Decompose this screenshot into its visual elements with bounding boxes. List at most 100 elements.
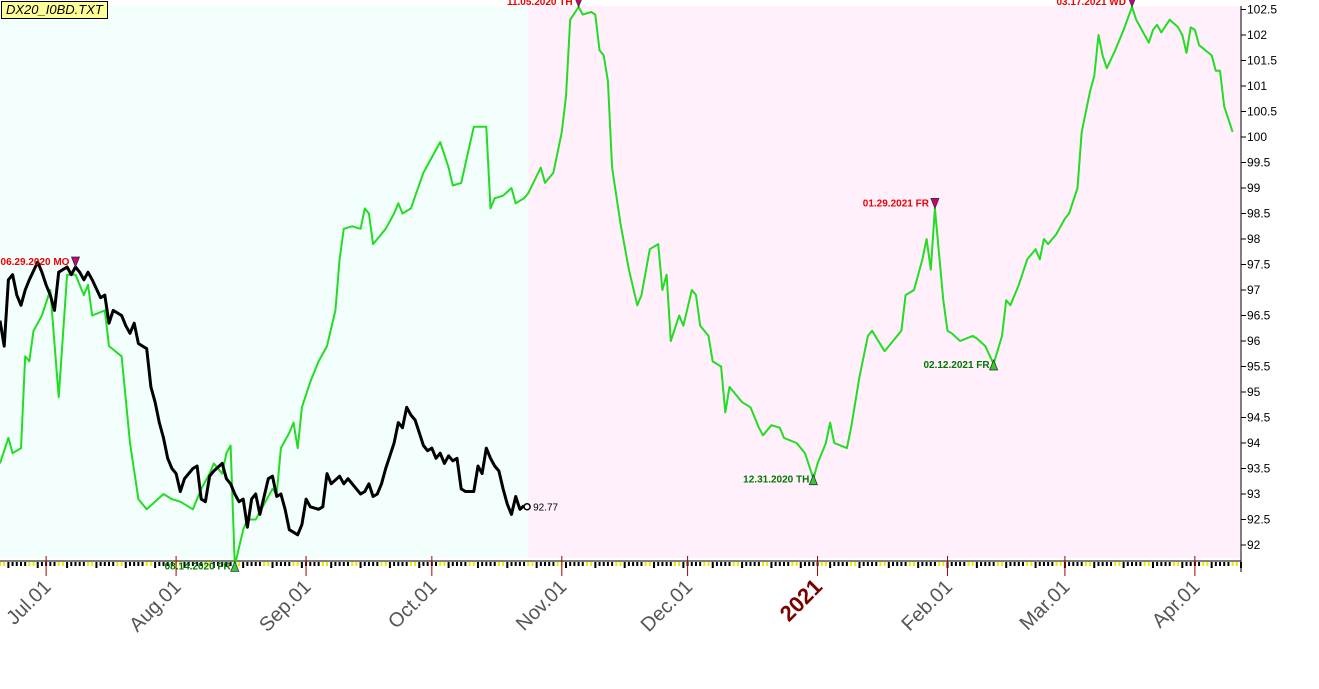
- x-minor-tick: [1013, 562, 1016, 566]
- x-minor-tick: [439, 562, 442, 566]
- x-minor-tick: [678, 562, 681, 566]
- x-minor-tick: [1084, 562, 1087, 566]
- x-minor-tick: [925, 562, 928, 566]
- x-minor-tick: [1156, 562, 1159, 566]
- x-minor-tick: [950, 562, 953, 566]
- x-minor-tick: [217, 562, 220, 566]
- x-minor-tick: [623, 562, 626, 568]
- x-minor-tick: [850, 562, 853, 566]
- x-minor-tick: [988, 562, 991, 566]
- x-minor-tick: [707, 562, 710, 566]
- x-minor-tick: [1076, 562, 1079, 566]
- x-minor-tick: [237, 562, 240, 566]
- x-minor-tick: [820, 562, 823, 566]
- x-minor-tick: [611, 562, 614, 566]
- x-minor-tick: [57, 562, 60, 566]
- x-minor-tick: [53, 562, 56, 566]
- x-minor-tick: [28, 562, 31, 566]
- x-minor-tick: [422, 562, 425, 566]
- x-minor-tick: [468, 562, 471, 566]
- y-tick-label: 92: [1247, 538, 1261, 552]
- x-minor-tick: [170, 562, 173, 566]
- x-minor-tick: [250, 562, 253, 566]
- x-minor-tick: [1130, 562, 1133, 566]
- x-minor-tick: [1105, 562, 1108, 566]
- x-minor-tick: [896, 562, 899, 566]
- x-tick-label: Nov.01: [512, 576, 571, 635]
- x-minor-tick: [967, 562, 970, 566]
- x-minor-tick: [87, 562, 90, 566]
- x-minor-tick: [187, 562, 190, 566]
- x-minor-tick: [388, 562, 391, 568]
- annotation-layer: 06.29.2020 MO 08.14.2020 FR 11.05.2020 TH 1…: [1, 0, 1136, 572]
- x-minor-tick: [24, 562, 27, 566]
- x-minor-tick: [1164, 562, 1167, 566]
- background-layer: [0, 6, 1241, 558]
- x-minor-tick: [292, 562, 295, 566]
- x-minor-tick: [535, 562, 538, 568]
- x-minor-tick: [309, 562, 312, 566]
- x-minor-tick: [745, 562, 748, 566]
- x-minor-tick: [858, 562, 861, 568]
- x-minor-tick: [1093, 562, 1096, 568]
- x-minor-tick: [414, 562, 417, 566]
- x-minor-tick: [892, 562, 895, 566]
- x-minor-tick: [271, 562, 274, 568]
- x-minor-tick: [762, 562, 765, 566]
- x-minor-tick: [455, 562, 458, 566]
- low-annotation-label: 08.14.2020 FR: [165, 561, 232, 572]
- x-minor-tick: [1101, 562, 1104, 566]
- x-minor-tick: [472, 562, 475, 566]
- x-minor-tick: [32, 562, 35, 566]
- x-minor-tick: [556, 562, 559, 566]
- x-minor-tick: [1068, 562, 1071, 566]
- x-minor-tick: [1089, 562, 1092, 566]
- x-minor-tick: [506, 562, 509, 568]
- x-minor-tick: [124, 562, 127, 568]
- y-tick-label: 99: [1247, 181, 1261, 195]
- x-minor-tick: [1240, 562, 1242, 568]
- x-minor-tick: [653, 562, 656, 568]
- x-minor-tick: [11, 562, 14, 566]
- x-minor-tick: [1118, 562, 1121, 566]
- x-minor-tick: [594, 562, 597, 568]
- x-minor-tick: [887, 562, 890, 568]
- x-minor-tick: [774, 562, 777, 566]
- x-minor-tick: [70, 562, 73, 566]
- y-tick-label: 93: [1247, 487, 1261, 501]
- x-minor-tick: [1042, 562, 1045, 566]
- x-minor-tick: [397, 562, 400, 566]
- x-minor-tick: [627, 562, 630, 566]
- x-minor-tick: [523, 562, 526, 566]
- x-minor-tick: [1139, 562, 1142, 566]
- high-marker-icon: [930, 197, 940, 210]
- x-minor-tick: [984, 562, 987, 566]
- x-minor-tick: [330, 562, 333, 568]
- x-minor-tick: [644, 562, 647, 566]
- x-minor-tick: [443, 562, 446, 566]
- x-minor-tick: [665, 562, 668, 566]
- x-minor-tick: [321, 562, 324, 566]
- x-minor-tick: [1151, 562, 1154, 568]
- x-minor-tick: [221, 562, 224, 566]
- x-minor-tick: [258, 562, 261, 566]
- low-annotation-label: 02.12.2021 FR: [923, 360, 990, 371]
- x-minor-tick: [141, 562, 144, 566]
- x-minor-tick: [938, 562, 941, 566]
- x-minor-tick: [145, 562, 148, 566]
- x-minor-tick: [19, 562, 22, 566]
- x-minor-tick: [401, 562, 404, 566]
- x-minor-tick: [95, 562, 98, 568]
- x-minor-tick: [204, 562, 207, 566]
- y-tick-label: 93.5: [1247, 462, 1271, 476]
- x-minor-tick: [1059, 562, 1062, 566]
- x-minor-tick: [803, 562, 806, 566]
- x-minor-tick: [1055, 562, 1058, 566]
- x-minor-tick: [921, 562, 924, 566]
- x-minor-tick: [996, 562, 999, 566]
- x-minor-tick: [787, 562, 790, 566]
- x-minor-tick: [225, 562, 228, 566]
- x-minor-tick: [585, 562, 588, 566]
- x-minor-tick: [598, 562, 601, 566]
- x-minor-tick: [648, 562, 651, 566]
